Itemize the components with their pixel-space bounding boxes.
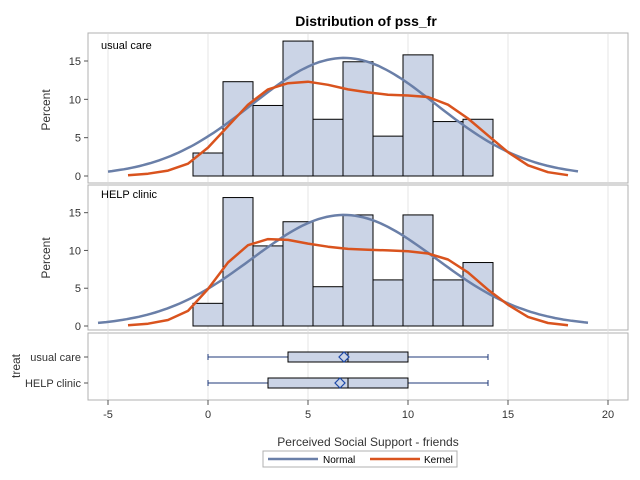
histogram-bar <box>312 118 344 177</box>
x-tick-label: 15 <box>502 409 514 421</box>
box-plots: usual care HELP clinic <box>25 351 489 390</box>
kernel-curve <box>127 237 569 327</box>
y-axis-ticks: 0 5 10 15 <box>69 56 88 183</box>
kernel-curve <box>127 80 569 177</box>
histogram-bar <box>372 279 404 327</box>
legend-frame <box>262 450 458 468</box>
histogram-bar <box>432 121 464 177</box>
x-axis-label: Perceived Social Support - friends <box>277 435 458 449</box>
y-tick-label: 15 <box>69 208 81 220</box>
density-curves <box>97 213 589 327</box>
box-row-label: usual care <box>30 352 81 364</box>
histogram-bar <box>342 214 374 327</box>
box-row: HELP clinic <box>25 377 489 390</box>
y-axis-ticks: 0 5 10 15 <box>69 208 88 333</box>
legend-kernel-label: Kernel <box>424 455 453 466</box>
normal-curve <box>107 56 579 173</box>
panel-label: usual care <box>101 40 152 52</box>
legend-normal-label: Normal <box>323 455 355 466</box>
x-tick-label: 0 <box>205 409 211 421</box>
y-tick-label: 5 <box>75 133 81 145</box>
x-axis: -5 0 5 10 15 20 <box>103 400 614 421</box>
histogram-bar <box>402 54 434 177</box>
y-tick-label: 0 <box>75 321 81 333</box>
histogram-bar <box>252 104 284 177</box>
box-mean-marker <box>334 377 346 389</box>
histogram-bar <box>312 286 344 327</box>
histogram-bar <box>402 214 434 327</box>
histogram-bar <box>252 245 284 327</box>
y-tick-label: 0 <box>75 171 81 183</box>
histogram-bar <box>372 135 404 177</box>
histogram-bar <box>342 61 374 177</box>
panel-frame <box>87 332 629 401</box>
y-tick-label: 15 <box>69 56 81 68</box>
box-row-label: HELP clinic <box>25 378 82 390</box>
legend: Normal Kernel <box>262 450 458 468</box>
y-axis-label: Percent <box>39 237 53 279</box>
x-tick-label: 20 <box>602 409 614 421</box>
x-tick-label: 10 <box>402 409 414 421</box>
chart-title: Distribution of pss_fr <box>295 13 437 29</box>
histogram-bar <box>282 221 314 327</box>
y-tick-label: 10 <box>69 94 81 106</box>
y-tick-label: 5 <box>75 283 81 295</box>
panel-boxplot: usual care HELP clinic treat <box>9 332 629 401</box>
histogram-bars <box>192 40 494 177</box>
panel-help-clinic: 0 5 10 15 HELP clinic Percent <box>39 184 629 333</box>
histogram-bar <box>192 302 224 327</box>
histogram-bar <box>432 279 464 327</box>
panel-label: HELP clinic <box>101 189 158 201</box>
histogram-bar <box>222 81 254 177</box>
panel-usual-care: 0 5 10 15 usual care Percent <box>39 32 629 184</box>
density-curves <box>107 56 579 177</box>
box-axis-label: treat <box>9 353 23 378</box>
x-tick-label: -5 <box>103 409 113 421</box>
y-tick-label: 10 <box>69 245 81 257</box>
histogram-bar <box>282 40 314 177</box>
x-tick-label: 5 <box>305 409 311 421</box>
box-row: usual care <box>30 351 489 364</box>
box-mean-marker <box>338 351 350 363</box>
y-axis-label: Percent <box>39 89 53 131</box>
histogram-bars <box>192 197 494 327</box>
